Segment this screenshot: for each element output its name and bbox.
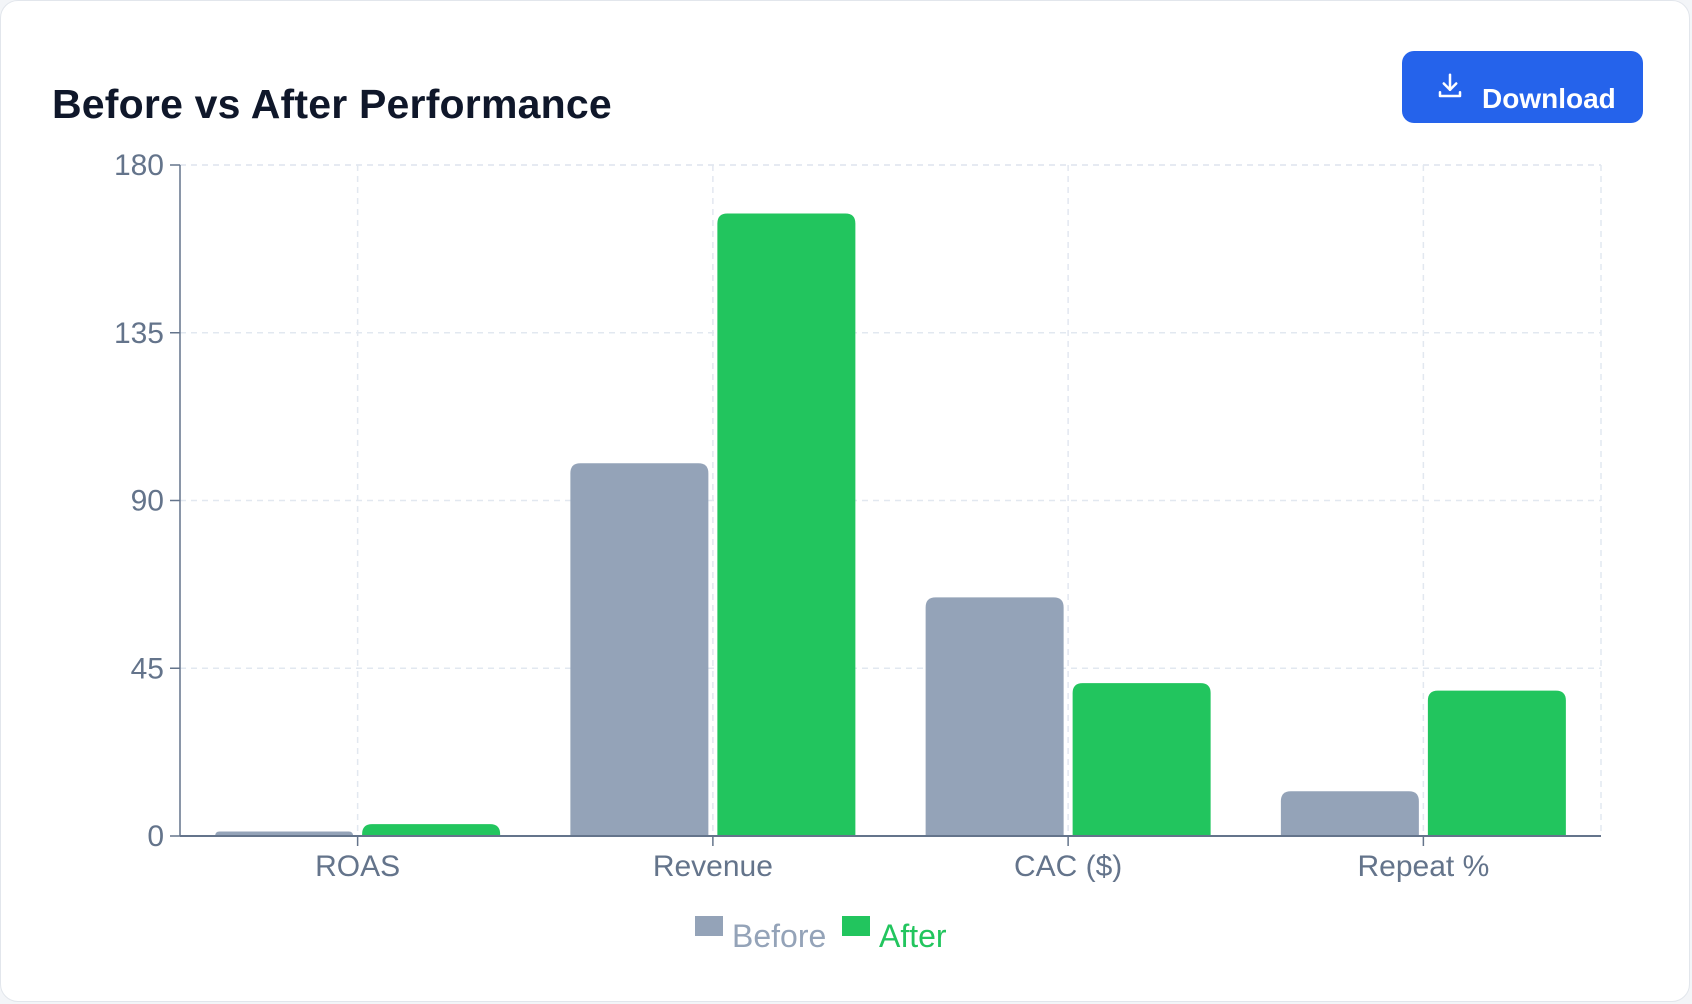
legend-label-after[interactable]: After (879, 918, 947, 954)
y-tick-label: 135 (114, 317, 164, 350)
download-label: Download (1482, 83, 1616, 114)
download-button[interactable]: Download (1402, 51, 1643, 123)
bar-after-0[interactable] (362, 824, 501, 836)
y-tick-label: 45 (131, 652, 164, 685)
bar-before-3[interactable] (1280, 791, 1419, 836)
legend-swatch-after[interactable] (842, 916, 870, 936)
bar-before-1[interactable] (570, 463, 709, 836)
bar-before-2[interactable] (925, 597, 1064, 836)
bar-before-0[interactable] (215, 831, 354, 836)
x-tick-label: ROAS (315, 850, 400, 883)
x-tick-label: CAC ($) (1014, 850, 1122, 883)
y-tick-label: 180 (114, 149, 164, 182)
legend-swatch-before[interactable] (695, 916, 723, 936)
chart-title: Before vs After Performance (52, 81, 612, 127)
x-tick-label: Repeat % (1358, 850, 1490, 883)
bar-after-3[interactable] (1427, 690, 1566, 836)
bar-after-1[interactable] (717, 213, 856, 836)
y-tick-label: 90 (131, 485, 164, 518)
bar-after-2[interactable] (1072, 683, 1211, 836)
y-tick-label: 0 (147, 820, 164, 853)
x-tick-label: Revenue (653, 850, 773, 883)
download-icon (1438, 73, 1462, 98)
legend-label-before[interactable]: Before (732, 918, 826, 954)
